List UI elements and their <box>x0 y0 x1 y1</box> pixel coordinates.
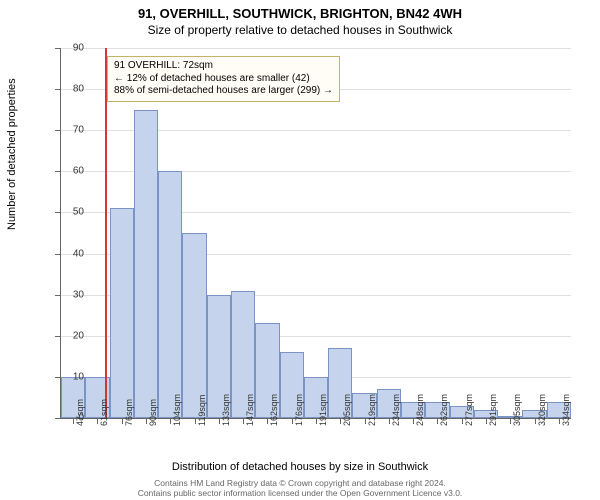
y-tick-label: 10 <box>73 371 84 382</box>
x-tick-label: 262sqm <box>439 394 449 426</box>
y-tick-label: 60 <box>73 166 84 177</box>
y-tick-label: 90 <box>73 43 84 54</box>
x-tick-label: 219sqm <box>367 394 377 426</box>
y-tick-label: 80 <box>73 84 84 95</box>
y-tick <box>55 336 61 337</box>
x-axis-label: Distribution of detached houses by size … <box>0 461 600 473</box>
x-tick <box>146 418 147 424</box>
footer-line-2: Contains public sector information licen… <box>0 488 600 498</box>
x-tick-label: 61sqm <box>99 399 109 426</box>
footer-text: Contains HM Land Registry data © Crown c… <box>0 478 600 498</box>
y-tick <box>55 295 61 296</box>
annotation-line: 91 OVERHILL: 72sqm <box>114 60 333 73</box>
x-tick-label: 133sqm <box>221 394 231 426</box>
x-tick-label: 176sqm <box>294 394 304 426</box>
x-tick <box>73 418 74 424</box>
x-tick-label: 90sqm <box>148 399 158 426</box>
x-tick-label: 248sqm <box>415 394 425 426</box>
y-tick <box>55 89 61 90</box>
annotation-box: 91 OVERHILL: 72sqm← 12% of detached hous… <box>107 56 340 102</box>
y-tick-label: 30 <box>73 289 84 300</box>
footer-line-1: Contains HM Land Registry data © Crown c… <box>0 478 600 488</box>
bar <box>158 171 182 418</box>
y-tick <box>55 130 61 131</box>
x-tick-label: 104sqm <box>172 394 182 426</box>
bar <box>110 208 134 418</box>
x-tick-label: 234sqm <box>391 394 401 426</box>
bar <box>182 233 206 418</box>
x-tick-label: 277sqm <box>464 394 474 426</box>
y-tick-label: 70 <box>73 125 84 136</box>
reference-line <box>105 48 107 418</box>
x-tick <box>535 418 536 424</box>
x-tick-label: 147sqm <box>245 394 255 426</box>
x-tick <box>486 418 487 424</box>
x-tick <box>462 418 463 424</box>
y-axis-label: Number of detached properties <box>6 78 18 230</box>
annotation-line: 88% of semi-detached houses are larger (… <box>114 85 333 98</box>
x-tick-label: 305sqm <box>512 394 522 426</box>
y-tick <box>55 418 61 419</box>
y-tick-label: 50 <box>73 207 84 218</box>
x-tick-label: 291sqm <box>488 394 498 426</box>
x-tick-label: 76sqm <box>124 399 134 426</box>
x-tick-label: 119sqm <box>197 395 207 426</box>
x-tick <box>195 418 196 424</box>
x-tick <box>389 418 390 424</box>
y-tick <box>55 212 61 213</box>
y-tick <box>55 254 61 255</box>
x-tick-label: 334sqm <box>561 394 571 426</box>
x-tick <box>413 418 414 424</box>
bar <box>134 110 158 418</box>
y-tick <box>55 48 61 49</box>
y-tick-label: 40 <box>73 248 84 259</box>
x-tick-label: 191sqm <box>318 394 328 426</box>
chart-container: 91, OVERHILL, SOUTHWICK, BRIGHTON, BN42 … <box>0 0 600 500</box>
plot-area: 91 OVERHILL: 72sqm← 12% of detached hous… <box>60 48 571 419</box>
x-tick <box>316 418 317 424</box>
y-tick-label: 20 <box>73 330 84 341</box>
x-tick <box>292 418 293 424</box>
chart-subtitle: Size of property relative to detached ho… <box>0 21 600 37</box>
x-tick <box>122 418 123 424</box>
x-tick <box>559 418 560 424</box>
x-tick <box>365 418 366 424</box>
annotation-line: ← 12% of detached houses are smaller (42… <box>114 73 333 86</box>
x-tick-label: 320sqm <box>537 394 547 426</box>
chart-title: 91, OVERHILL, SOUTHWICK, BRIGHTON, BN42 … <box>0 0 600 21</box>
x-tick <box>243 418 244 424</box>
x-tick-label: 205sqm <box>342 394 352 426</box>
x-tick-label: 162sqm <box>269 394 279 426</box>
x-tick <box>219 418 220 424</box>
x-tick-label: 47sqm <box>75 399 85 426</box>
y-tick <box>55 171 61 172</box>
gridline <box>61 48 571 49</box>
